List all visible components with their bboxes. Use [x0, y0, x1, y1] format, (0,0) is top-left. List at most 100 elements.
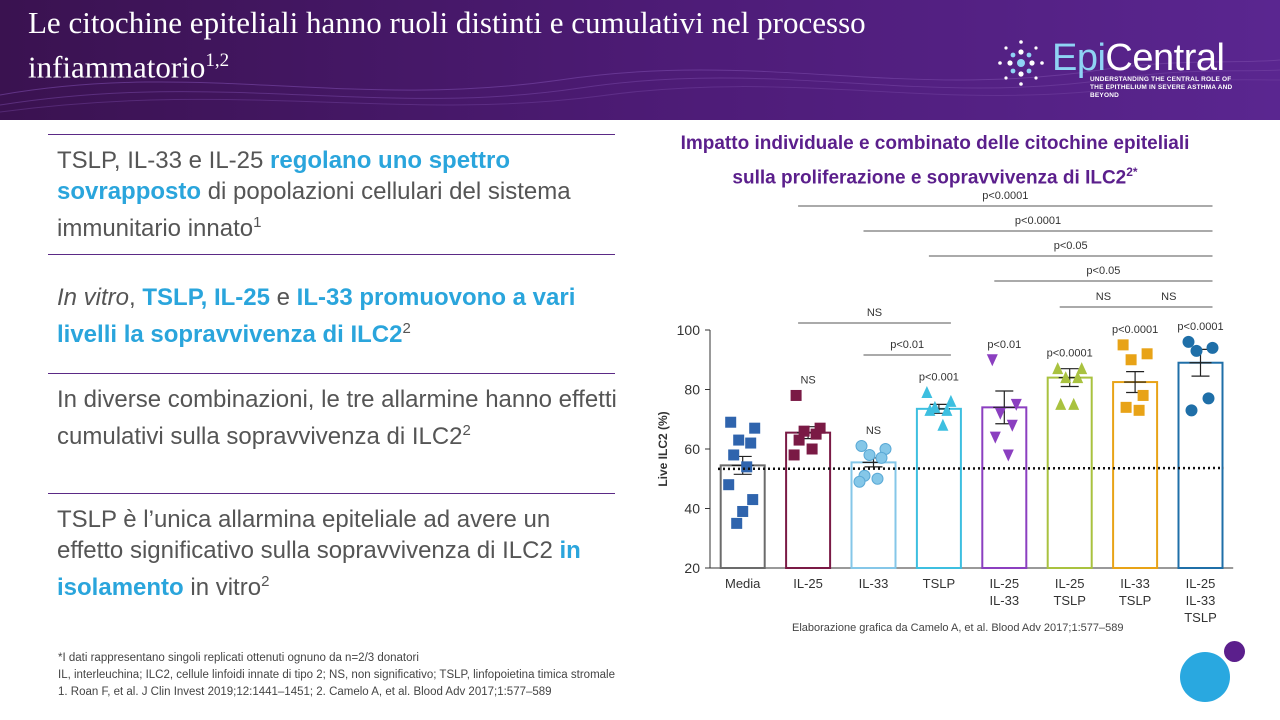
bullet-text-segment: di popolazioni cellulari del sistema imm…: [57, 178, 571, 242]
significance-label: p<0.001: [919, 371, 959, 383]
ilc2-survival-chart: 20 40 60 80 100 Live ILC2 (%) Media NS IL-25 NS IL…: [656, 190, 1234, 625]
x-category-label: IL-25: [1055, 576, 1085, 591]
comparison-label: p<0.01: [890, 339, 924, 351]
data-point: [945, 394, 957, 407]
data-point: [725, 416, 737, 428]
reference-superscript: 2: [402, 320, 411, 337]
data-point: [1125, 354, 1137, 366]
baseline-reference-line: [717, 466, 1224, 471]
data-point: [863, 448, 876, 461]
data-point: [745, 437, 757, 449]
comparison-label: NS: [1096, 291, 1111, 303]
highlight-text: IL-33 promuovono a vari livelli la sopra…: [57, 284, 576, 348]
comparison-label: p<0.0001: [1015, 215, 1061, 227]
x-category-label: TSLP: [1053, 593, 1086, 608]
data-point: [1068, 397, 1080, 410]
y-tick-label: 100: [677, 322, 701, 338]
x-category-label: TSLP: [1184, 610, 1217, 625]
data-point: [1202, 392, 1215, 405]
reference-superscript: 2: [462, 422, 471, 439]
data-point: [798, 425, 810, 437]
x-category-label: TSLP: [923, 576, 956, 591]
bullet-divider: [48, 134, 615, 135]
highlight-text: in isolamento: [57, 537, 581, 601]
x-category-label: Media: [725, 576, 761, 591]
data-point: [994, 407, 1006, 420]
bullet-text-4: TSLP è l’unica allarmina epiteliale ad a…: [57, 504, 617, 603]
decorative-blue-circle: [1180, 652, 1230, 702]
data-point: [1006, 419, 1018, 432]
y-tick-label: 20: [684, 560, 700, 576]
bullet-text-segment: ,: [129, 284, 143, 311]
data-point: [1137, 389, 1149, 401]
data-point: [1072, 371, 1084, 384]
y-axis-label: Live ILC2 (%): [656, 411, 670, 486]
footnote-line: 1. Roan F, et al. J Clin Invest 2019;12:…: [58, 686, 552, 698]
x-category-label: IL-33: [859, 576, 889, 591]
footnote-line: *I dati rappresentano singoli replicati …: [58, 652, 419, 664]
bullet-text-segment: TSLP, IL-33 e IL-25: [57, 147, 271, 174]
footnote-line: IL, interleuchina; ILC2, cellule linfoid…: [58, 669, 615, 681]
header-banner: Le citochine epiteliali hanno ruoli dist…: [0, 0, 1280, 120]
data-point: [871, 472, 884, 485]
bar: [981, 406, 1028, 569]
logo-dots-icon: [998, 40, 1044, 86]
reference-superscript: 1: [253, 214, 262, 231]
x-category-label: IL-25: [989, 576, 1019, 591]
significance-label: NS: [866, 425, 881, 437]
epicentral-logo: EpiCentral UNDERSTANDING THE CENTRAL ROL…: [996, 36, 1236, 99]
highlight-text: TSLP, IL-25: [142, 284, 270, 311]
data-point: [806, 443, 818, 455]
y-tick-label: 40: [684, 501, 700, 517]
data-point: [1117, 339, 1129, 351]
data-point: [1182, 335, 1195, 348]
x-category-label: IL-25: [1186, 576, 1216, 591]
bar: [1177, 361, 1224, 569]
logo-wordmark: EpiCentral: [1052, 37, 1225, 79]
data-point: [788, 449, 800, 461]
logo-tagline: UNDERSTANDING THE CENTRAL ROLE OF THE EP…: [1090, 76, 1233, 99]
chart-source-caption: Elaborazione grafica da Camelo A, et al.…: [792, 622, 1124, 634]
bullet-text-1: TSLP, IL-33 e IL-25 regolano uno spettro…: [57, 145, 617, 244]
significance-label: p<0.0001: [1177, 321, 1223, 333]
x-category-label: IL-33: [1186, 593, 1216, 608]
data-point: [731, 517, 743, 529]
bullet-text-segment: TSLP è l’unica allarmina epiteliale ad a…: [57, 506, 560, 564]
decorative-purple-circle: [1224, 641, 1245, 662]
data-point: [741, 461, 753, 473]
bullet-divider: [48, 373, 615, 374]
y-tick-label: 80: [684, 382, 700, 398]
data-point: [989, 431, 1001, 444]
significance-label: NS: [800, 374, 815, 386]
bullet-text-segment: e: [269, 284, 297, 311]
data-point: [747, 494, 759, 506]
x-category-label: IL-33: [1120, 576, 1150, 591]
header-wave-decoration: [0, 59, 1280, 113]
y-tick-label: 60: [684, 441, 700, 457]
data-point: [937, 418, 949, 431]
data-point: [1133, 404, 1145, 416]
data-point: [921, 385, 933, 398]
comparison-label: p<0.0001: [982, 190, 1028, 202]
data-point: [723, 479, 735, 491]
bar: [915, 407, 962, 569]
page-title: Le citochine epiteliali hanno ruoli dist…: [28, 5, 866, 85]
bullet-text-2: In vitro, TSLP, IL-25 e IL-33 promuovono…: [57, 282, 617, 350]
bullet-text-segment: in vitro: [183, 574, 262, 601]
significance-label: p<0.01: [987, 339, 1021, 351]
data-point: [1120, 401, 1132, 413]
data-point: [1076, 362, 1088, 375]
data-point: [853, 475, 866, 488]
bullet-text-3: In diverse combinazioni, le tre allarmin…: [57, 384, 617, 452]
comparison-label: p<0.05: [1086, 265, 1120, 277]
data-point: [733, 434, 745, 446]
data-point: [941, 403, 953, 416]
comparison-label: p<0.05: [1054, 240, 1088, 252]
data-point: [1190, 344, 1203, 357]
data-point: [1185, 404, 1198, 417]
data-point: [986, 354, 998, 367]
data-point: [814, 422, 826, 434]
reference-superscript: 2: [261, 573, 270, 590]
bullet-text-segment: In vitro: [57, 284, 130, 311]
x-category-label: IL-25: [793, 576, 823, 591]
